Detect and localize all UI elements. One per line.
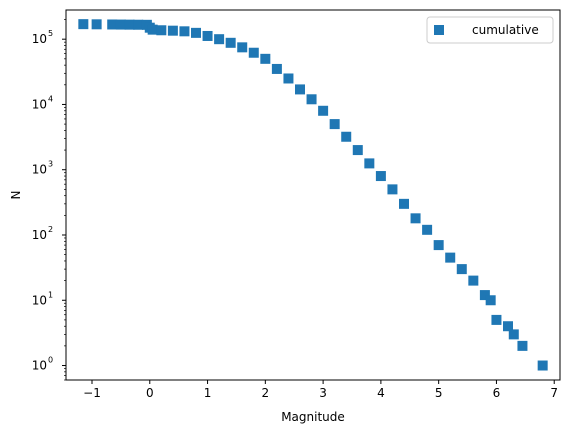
data-points bbox=[78, 19, 548, 371]
y-tick-exponent: 1 bbox=[48, 290, 53, 299]
data-point bbox=[445, 252, 456, 263]
x-axis-label: Magnitude bbox=[281, 410, 345, 424]
data-point bbox=[517, 340, 528, 351]
data-point bbox=[364, 158, 375, 169]
data-point bbox=[214, 34, 225, 45]
data-point bbox=[399, 198, 409, 209]
x-tick-label: 1 bbox=[204, 386, 212, 400]
data-point bbox=[485, 295, 496, 306]
data-point bbox=[503, 321, 513, 332]
data-point bbox=[537, 360, 548, 371]
y-tick-label: 10 bbox=[32, 228, 47, 242]
data-point bbox=[260, 53, 271, 64]
y-tick-label: 10 bbox=[32, 32, 47, 46]
data-point bbox=[433, 240, 444, 251]
x-tick-label: 0 bbox=[146, 386, 154, 400]
data-point bbox=[422, 224, 433, 235]
data-point bbox=[115, 19, 126, 30]
data-point bbox=[508, 329, 519, 340]
data-point bbox=[78, 19, 89, 30]
data-point bbox=[124, 19, 135, 30]
x-tick-label: 5 bbox=[435, 386, 443, 400]
y-tick-label: 10 bbox=[32, 293, 47, 307]
y-tick-exponent: 2 bbox=[48, 225, 53, 234]
data-point bbox=[167, 25, 178, 36]
x-tick-label: 7 bbox=[550, 386, 558, 400]
plot-frame bbox=[65, 9, 561, 381]
data-point bbox=[179, 26, 190, 37]
x-axis-ticks: −1 0 1 2 3 4 5 6 7 bbox=[83, 380, 558, 400]
data-point bbox=[191, 27, 201, 38]
data-point bbox=[306, 94, 317, 105]
y-tick-exponent: 3 bbox=[48, 160, 53, 169]
data-point bbox=[283, 73, 294, 84]
data-point bbox=[387, 184, 398, 195]
data-point bbox=[91, 19, 102, 30]
data-point bbox=[352, 145, 363, 156]
data-point bbox=[410, 213, 421, 224]
legend-marker bbox=[434, 25, 444, 35]
data-point bbox=[237, 42, 248, 53]
data-point bbox=[202, 30, 213, 41]
data-point bbox=[156, 25, 167, 36]
legend: cumulative bbox=[426, 16, 554, 44]
y-tick-exponent: 4 bbox=[48, 94, 53, 103]
y-tick-exponent: 5 bbox=[48, 29, 53, 38]
data-point bbox=[375, 171, 386, 182]
y-axis-label: N bbox=[9, 191, 23, 200]
x-tick-label: 4 bbox=[377, 386, 385, 400]
legend-box bbox=[426, 16, 554, 44]
data-point bbox=[341, 131, 352, 142]
data-point bbox=[329, 119, 340, 130]
data-point bbox=[295, 84, 305, 95]
y-tick-label: 10 bbox=[32, 359, 47, 373]
x-tick-label: −1 bbox=[83, 386, 101, 400]
data-point bbox=[248, 47, 259, 58]
x-tick-label: 3 bbox=[319, 386, 327, 400]
x-tick-label: 6 bbox=[493, 386, 501, 400]
data-point bbox=[107, 19, 118, 30]
data-point bbox=[456, 264, 467, 275]
data-point bbox=[318, 105, 329, 116]
x-tick-label: 2 bbox=[262, 386, 270, 400]
data-point bbox=[491, 314, 502, 325]
data-point bbox=[479, 290, 490, 301]
data-point bbox=[147, 24, 158, 35]
legend-label: cumulative bbox=[472, 23, 539, 37]
y-tick-label: 10 bbox=[32, 97, 47, 111]
data-point bbox=[225, 37, 236, 48]
y-tick-exponent: 0 bbox=[48, 356, 53, 365]
data-point bbox=[133, 19, 144, 30]
y-tick-label: 10 bbox=[32, 163, 47, 177]
data-point bbox=[271, 63, 282, 74]
data-point bbox=[468, 275, 479, 286]
